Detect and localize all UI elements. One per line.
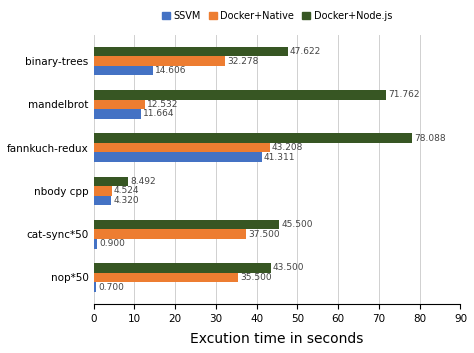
- Text: 45.500: 45.500: [281, 220, 312, 229]
- Bar: [93, 220, 279, 229]
- Text: 43.500: 43.500: [273, 263, 304, 273]
- Text: 4.320: 4.320: [113, 196, 139, 205]
- Bar: [93, 133, 412, 143]
- Bar: [93, 143, 270, 152]
- Bar: [93, 263, 271, 273]
- Legend: SSVM, Docker+Native, Docker+Node.js: SSVM, Docker+Native, Docker+Node.js: [158, 7, 396, 25]
- Text: 47.622: 47.622: [290, 47, 321, 56]
- Bar: [93, 152, 262, 162]
- Text: 0.900: 0.900: [99, 239, 125, 248]
- Text: 41.311: 41.311: [264, 153, 295, 162]
- Text: 35.500: 35.500: [240, 273, 272, 282]
- Bar: [93, 100, 145, 109]
- Text: 43.208: 43.208: [272, 143, 303, 152]
- Bar: [93, 90, 386, 100]
- X-axis label: Excution time in seconds: Excution time in seconds: [191, 332, 364, 346]
- Bar: [93, 56, 225, 66]
- Bar: [93, 47, 288, 56]
- Bar: [93, 66, 153, 76]
- Bar: [93, 282, 96, 292]
- Text: 78.088: 78.088: [414, 134, 446, 143]
- Bar: [93, 109, 141, 119]
- Text: 4.524: 4.524: [114, 186, 139, 196]
- Bar: [93, 229, 246, 239]
- Bar: [93, 273, 238, 282]
- Text: 37.500: 37.500: [248, 230, 280, 239]
- Text: 14.606: 14.606: [155, 66, 187, 75]
- Bar: [93, 186, 112, 196]
- Text: 32.278: 32.278: [227, 57, 259, 66]
- Bar: [93, 196, 111, 205]
- Bar: [93, 177, 128, 186]
- Text: 0.700: 0.700: [99, 282, 124, 292]
- Text: 8.492: 8.492: [130, 177, 156, 186]
- Text: 71.762: 71.762: [388, 90, 419, 100]
- Bar: [93, 239, 97, 249]
- Text: 12.532: 12.532: [146, 100, 178, 109]
- Text: 11.664: 11.664: [143, 109, 174, 119]
